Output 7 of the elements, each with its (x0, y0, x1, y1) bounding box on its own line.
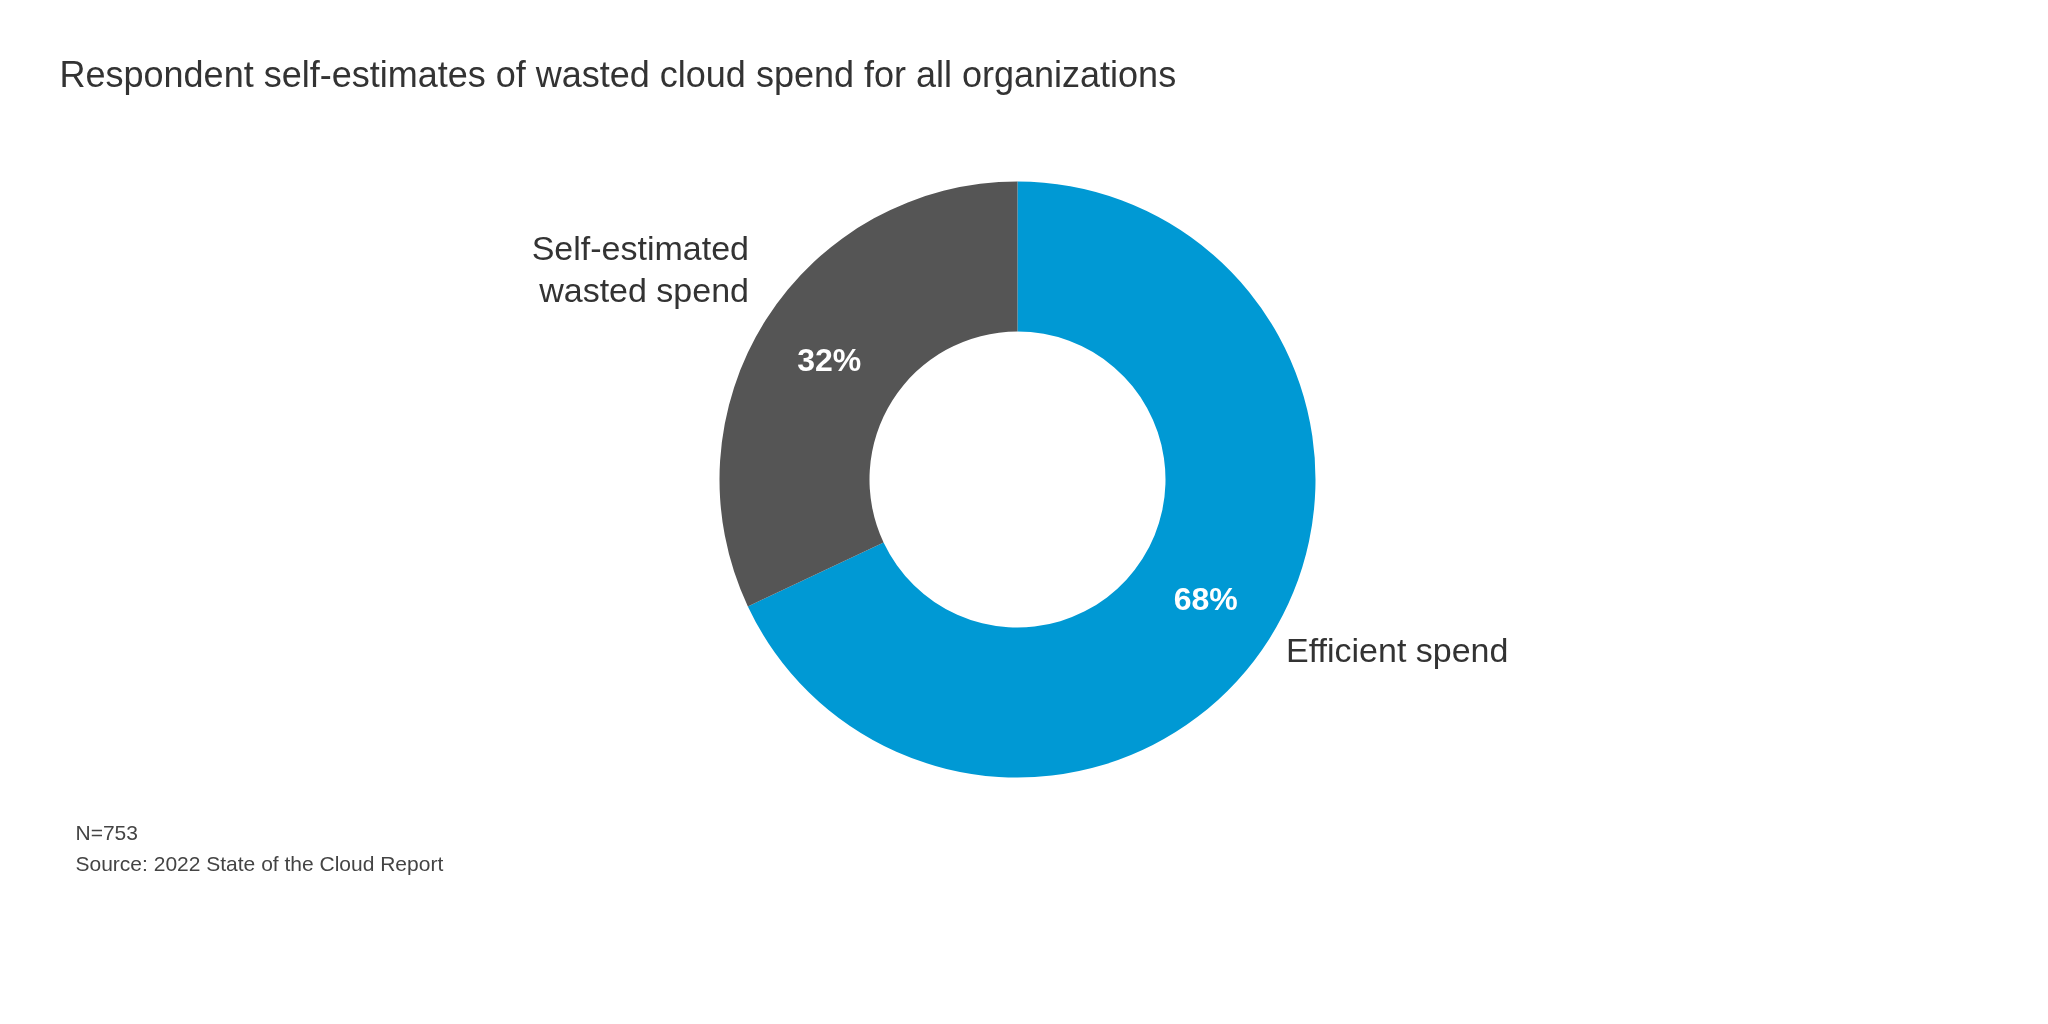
chart-title: Respondent self-estimates of wasted cloud spend for all organizations (59, 54, 1177, 95)
data-label: 32% (797, 342, 862, 379)
text: N=753 (75, 821, 138, 844)
slice-label: Efficient spend (1286, 630, 1509, 669)
slice-label: Self-estimated wasted spend (531, 229, 750, 310)
source-note: Source: 2022 State of the Cloud Report (75, 852, 444, 875)
data-label: 68% (1173, 580, 1238, 617)
